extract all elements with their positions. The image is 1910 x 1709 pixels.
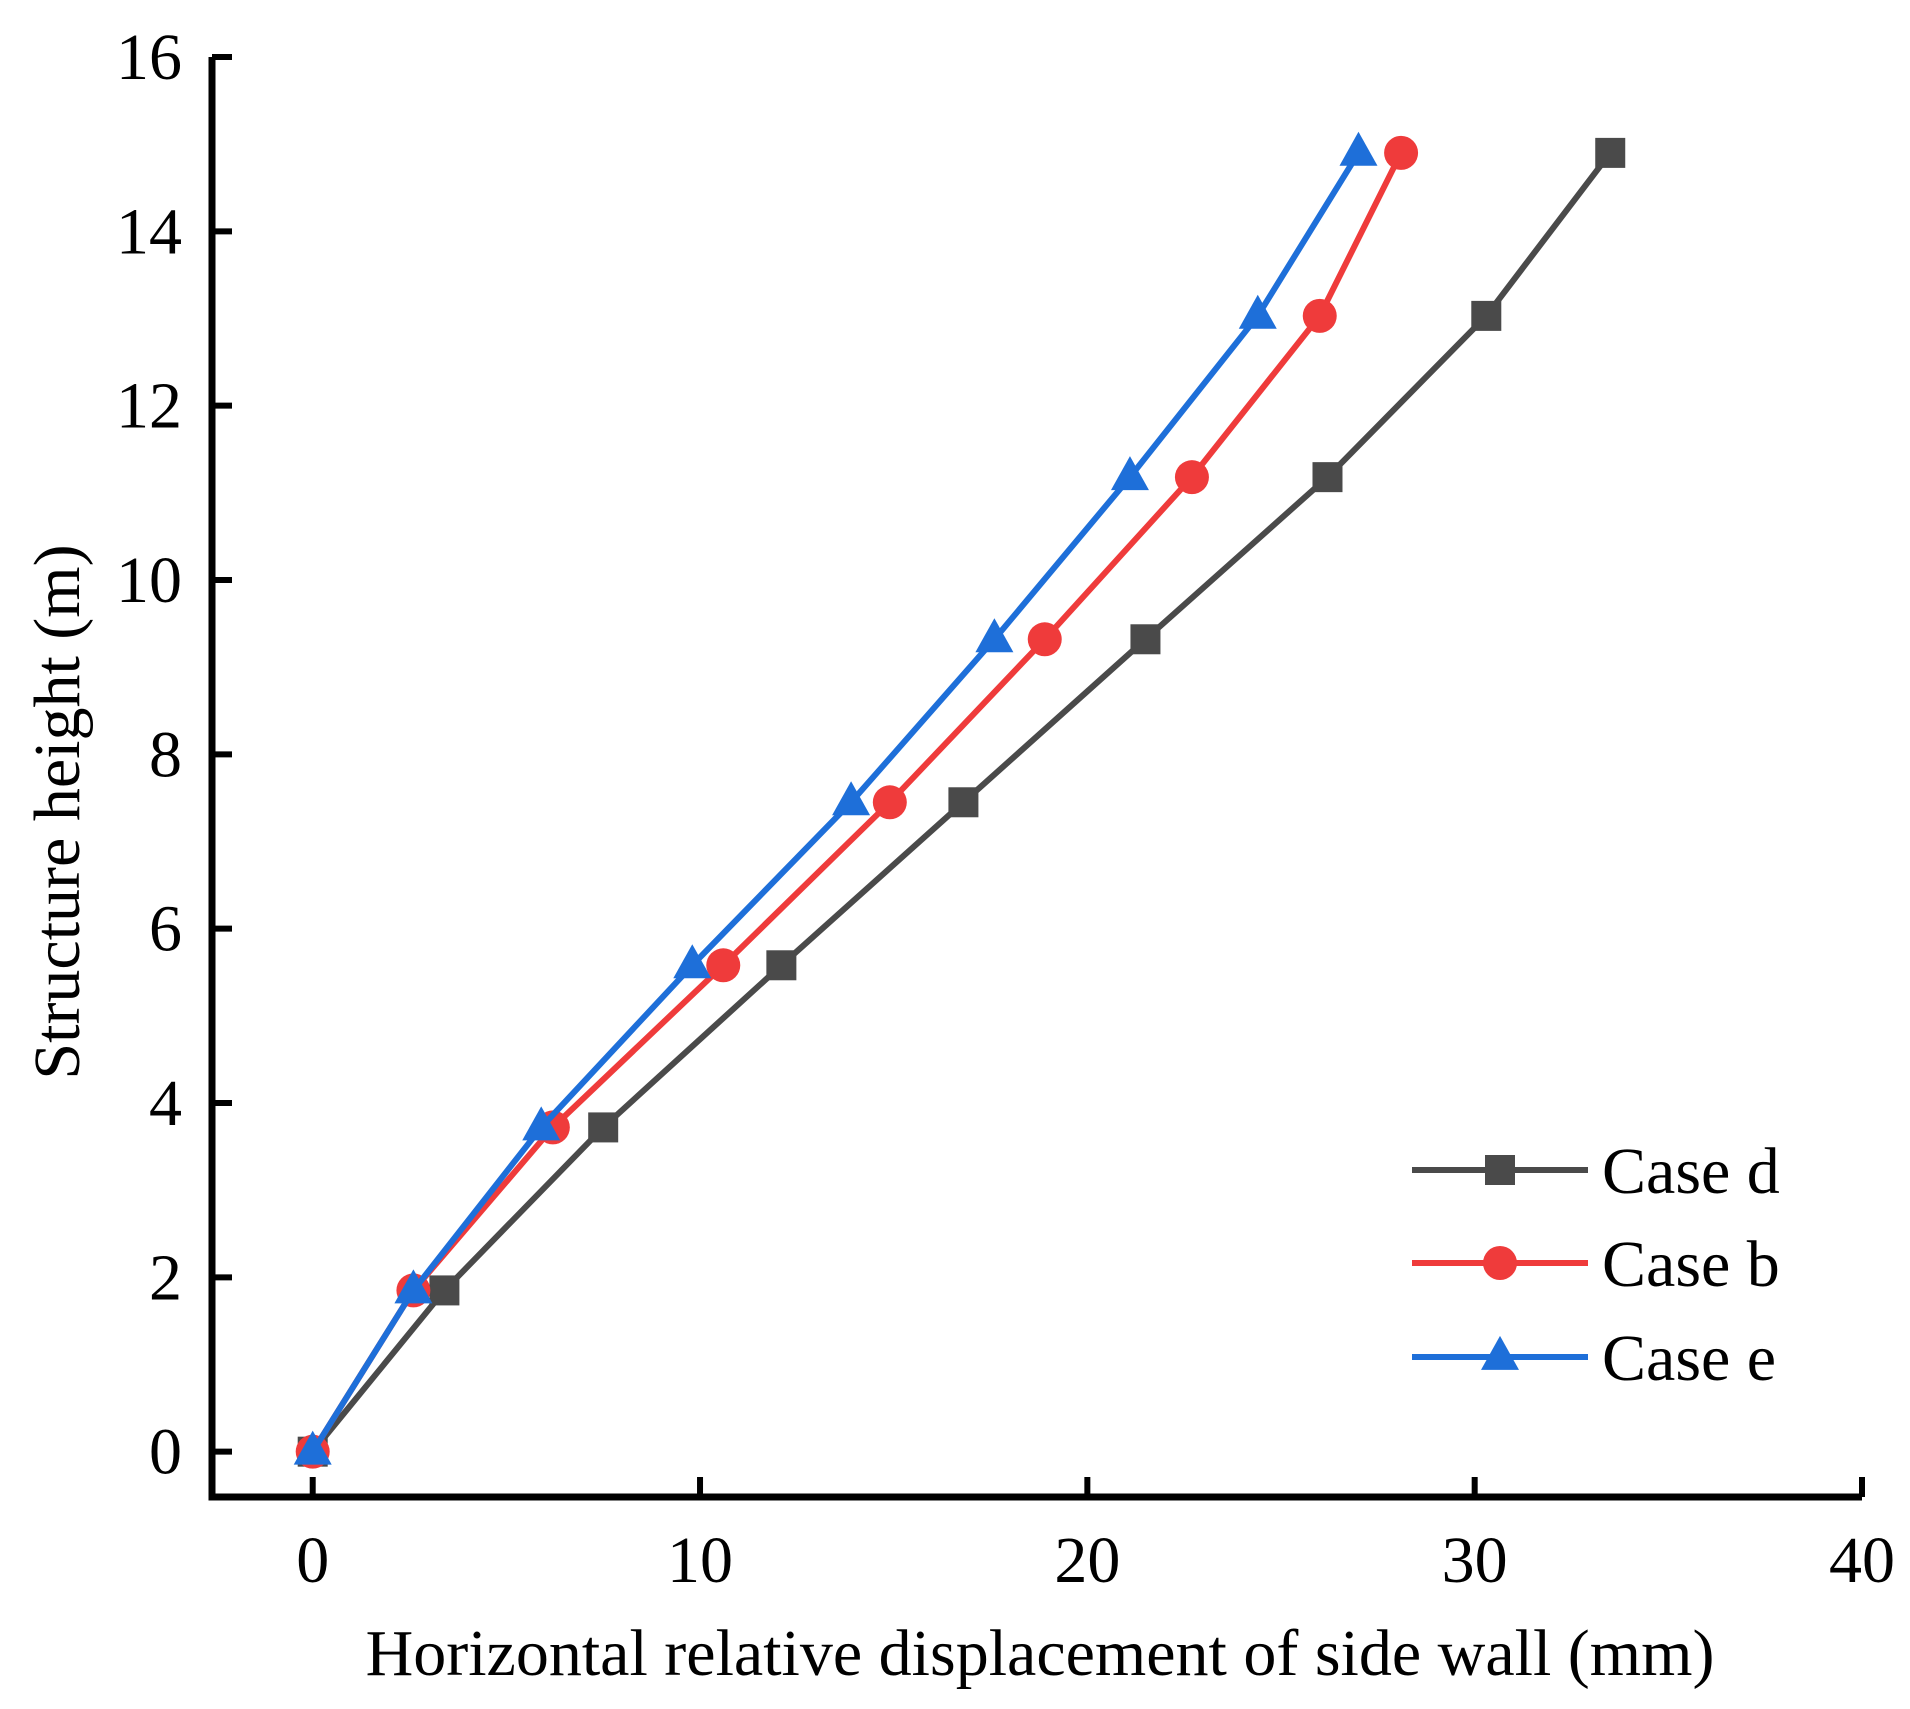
x-ticks: 0 10 20 30 40 [296, 1477, 1895, 1597]
y-ticks: 0 2 4 6 8 10 12 14 16 [116, 21, 232, 1489]
data-point-case-e [673, 944, 712, 979]
legend-label: Case b [1602, 1228, 1780, 1301]
data-point-case-b [1174, 460, 1209, 495]
y-tick-label: 0 [149, 1416, 182, 1489]
data-point-case-d [1312, 462, 1343, 493]
y-tick-label: 16 [116, 21, 182, 94]
y-axis-title: Structure height (m) [21, 544, 94, 1079]
data-point-case-d [1130, 624, 1161, 655]
y-tick-label: 8 [149, 718, 182, 791]
data-point-case-b [1384, 135, 1419, 170]
x-tick-label: 40 [1829, 1524, 1895, 1597]
data-point-case-d [766, 950, 797, 981]
legend-item-case-d: Case d [1412, 1135, 1780, 1208]
legend-marker [1485, 1155, 1515, 1185]
data-point-case-d [1595, 137, 1626, 168]
data-point-case-e [1339, 131, 1378, 166]
y-tick-label: 14 [116, 195, 182, 268]
data-point-case-e [1110, 456, 1149, 491]
data-point-case-e [975, 618, 1014, 653]
axes [208, 57, 1862, 1501]
legend-label: Case d [1602, 1135, 1780, 1208]
x-tick-label: 0 [296, 1524, 329, 1597]
y-tick-label: 10 [116, 544, 182, 617]
x-tick-label: 10 [667, 1524, 733, 1597]
series-line-case-e [310, 151, 1362, 1454]
data-point-case-d [1471, 300, 1502, 331]
legend-item-case-b: Case b [1412, 1228, 1780, 1301]
legend-item-case-e: Case e [1412, 1322, 1776, 1395]
series [293, 131, 1626, 1469]
y-tick-label: 6 [149, 893, 182, 966]
y-tick-label: 12 [116, 370, 182, 443]
data-point-case-b [1027, 622, 1062, 657]
data-point-case-e [832, 781, 871, 816]
legend: Case d Case b Case e [1412, 1135, 1780, 1395]
x-axis-title: Horizontal relative displacement of side… [366, 1617, 1715, 1690]
x-tick-label: 20 [1054, 1524, 1120, 1597]
data-point-case-b [706, 948, 741, 983]
data-point-case-d [588, 1112, 619, 1143]
y-tick-label: 2 [149, 1241, 182, 1314]
data-point-case-e [293, 1430, 332, 1465]
series-case-d [297, 137, 1626, 1467]
legend-marker [1483, 1246, 1517, 1280]
data-point-case-e [394, 1269, 433, 1304]
data-point-case-e [1238, 294, 1277, 329]
x-tick-label: 30 [1442, 1524, 1508, 1597]
data-point-case-e [522, 1106, 561, 1141]
y-tick-label: 4 [149, 1067, 182, 1140]
series-case-e [293, 131, 1378, 1465]
data-point-case-b [1302, 298, 1337, 333]
legend-label: Case e [1602, 1322, 1776, 1395]
data-point-case-d [948, 787, 979, 818]
data-point-case-b [872, 785, 907, 820]
data-point-case-d [429, 1275, 460, 1306]
legend-marker [1481, 1335, 1519, 1370]
